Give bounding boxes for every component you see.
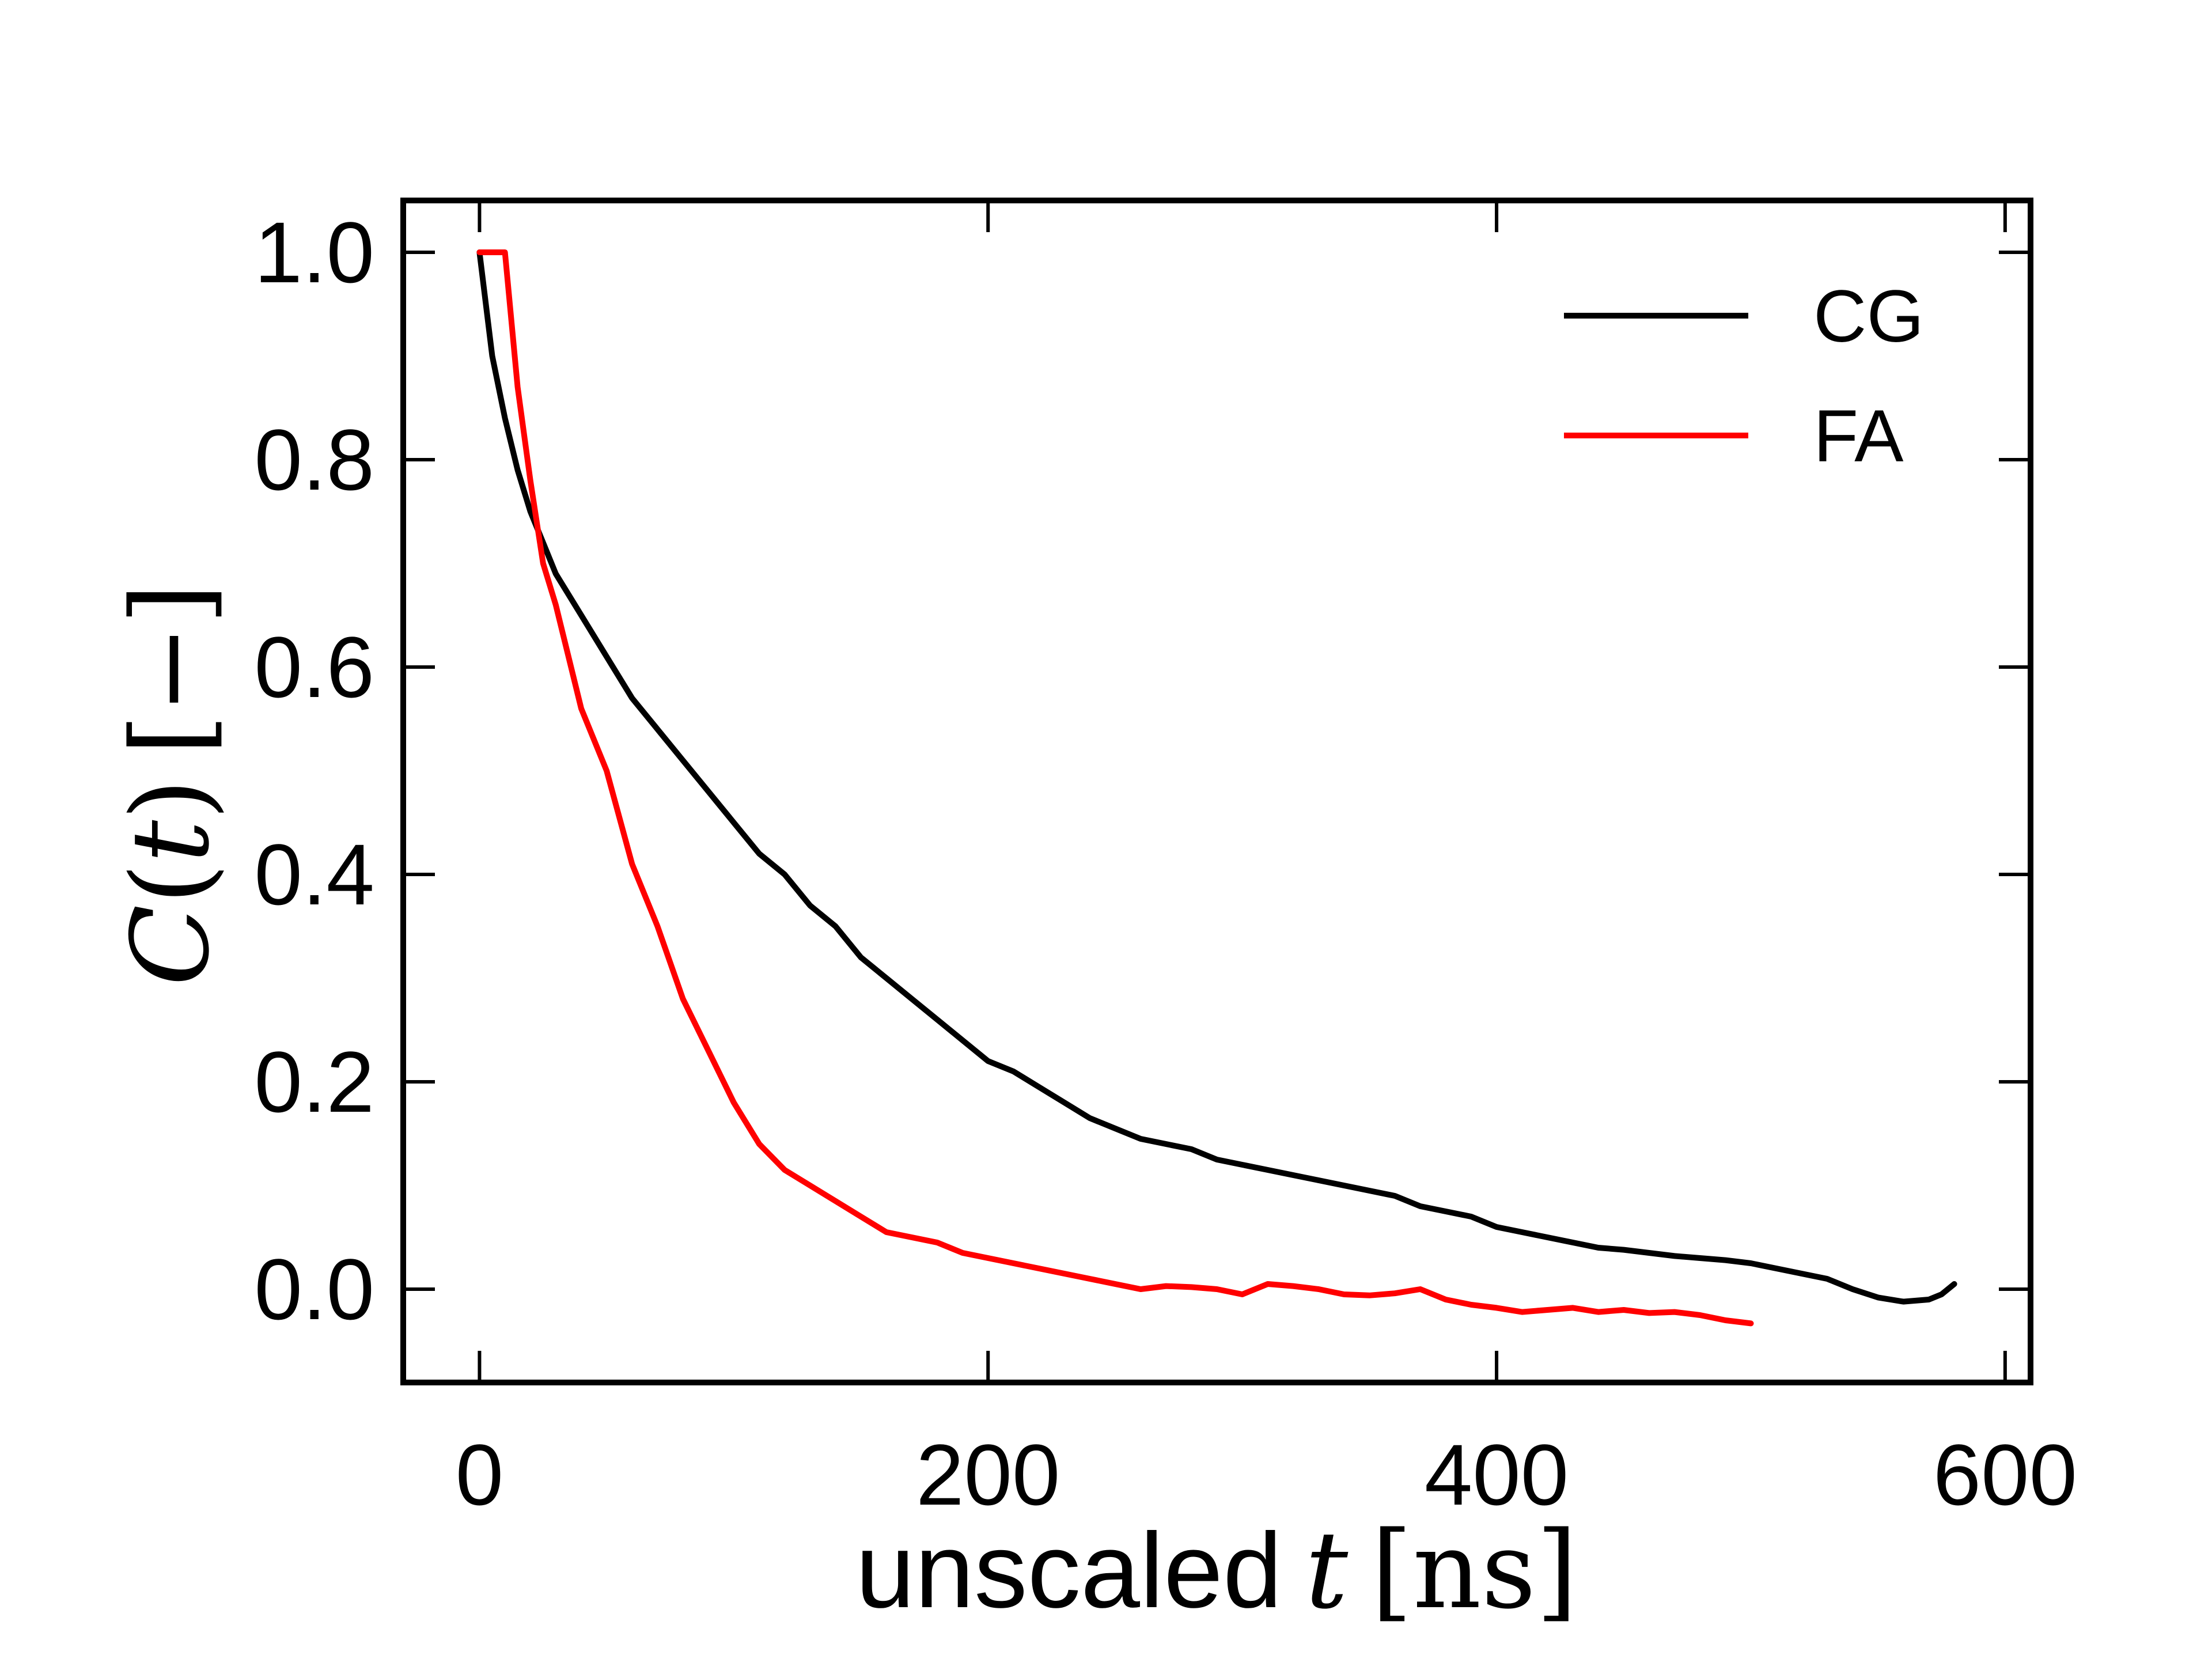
- series-line-fa: [476, 249, 1754, 1327]
- y-tick-label: 0.8: [254, 411, 374, 508]
- x-tick-label: 200: [916, 1426, 1060, 1523]
- x-tick-label: 0: [456, 1426, 503, 1523]
- x-tick-label: 600: [1933, 1426, 2077, 1523]
- y-tick-label: 0.6: [254, 619, 374, 715]
- legend-label-cg: CG: [1813, 275, 1924, 358]
- tick-labels: 0 200 400 600 0.0 0.2 0.4 0.6 0.8 1.0: [254, 204, 2077, 1523]
- y-tick-label: 1.0: [254, 204, 374, 301]
- y-tick-label: 0.4: [254, 826, 374, 923]
- axis-ticks: [403, 200, 2031, 1382]
- x-tick-label: 400: [1425, 1426, 1569, 1523]
- y-tick-label: 0.0: [254, 1241, 374, 1338]
- y-axis-label: C(t)[−]: [108, 583, 233, 986]
- axes-frame: [400, 198, 2033, 1385]
- y-tick-label: 0.2: [254, 1033, 374, 1130]
- legend-label-fa: FA: [1813, 395, 1904, 478]
- plot-area: [476, 249, 1957, 1327]
- x-axis-label: unscaled t [ns]: [855, 1508, 1577, 1633]
- legend: CG FA: [1564, 275, 1924, 478]
- series-line-cg: [476, 249, 1957, 1305]
